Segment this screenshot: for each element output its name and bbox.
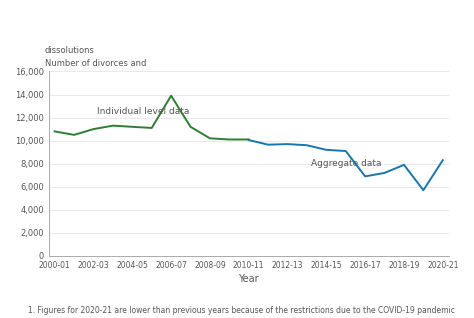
Text: 1. Figures for 2020-21 are lower than previous years because of the restrictions: 1. Figures for 2020-21 are lower than pr… <box>28 306 456 315</box>
Text: Aggregate data: Aggregate data <box>311 159 381 168</box>
Text: dissolutions: dissolutions <box>45 46 95 55</box>
Text: Individual level data: Individual level data <box>97 107 190 116</box>
Text: Number of divorces and: Number of divorces and <box>45 59 146 68</box>
X-axis label: Year: Year <box>238 274 259 284</box>
